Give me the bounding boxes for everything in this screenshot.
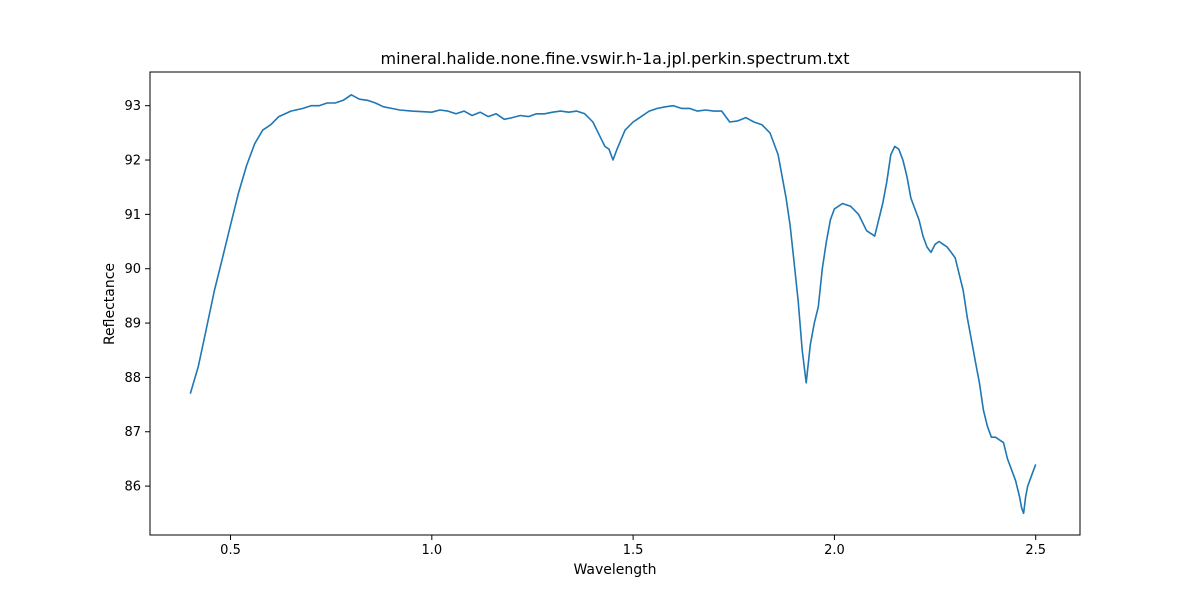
x-tick-label: 2.5 (1025, 543, 1046, 558)
plot-area (189, 94, 1037, 515)
x-tick-label: 1.0 (421, 543, 442, 558)
x-axis-label: Wavelength (573, 562, 656, 578)
y-axis-label: Reflectance (102, 263, 118, 345)
axes: 0.5 1.0 1.5 2.0 2.5 86 87 88 89 90 91 92 93 (124, 71, 1081, 558)
series-line-0 (189, 94, 1037, 515)
chart-title: mineral.halide.none.fine.vswir.h-1a.jpl.… (381, 49, 850, 68)
y-tick-label: 93 (124, 99, 141, 114)
y-tick-label: 89 (124, 317, 141, 332)
x-tick-label: 2.0 (824, 543, 845, 558)
x-tick-label: 0.5 (220, 543, 241, 558)
y-tick-label: 88 (124, 371, 141, 386)
y-tick-label: 91 (124, 208, 141, 223)
y-tick-label: 90 (124, 262, 141, 277)
y-tick-label: 86 (124, 480, 141, 495)
y-tick-label: 87 (124, 425, 141, 440)
x-tick-label: 1.5 (623, 543, 644, 558)
y-tick-label: 92 (124, 154, 141, 169)
plot-frame (149, 71, 1081, 536)
